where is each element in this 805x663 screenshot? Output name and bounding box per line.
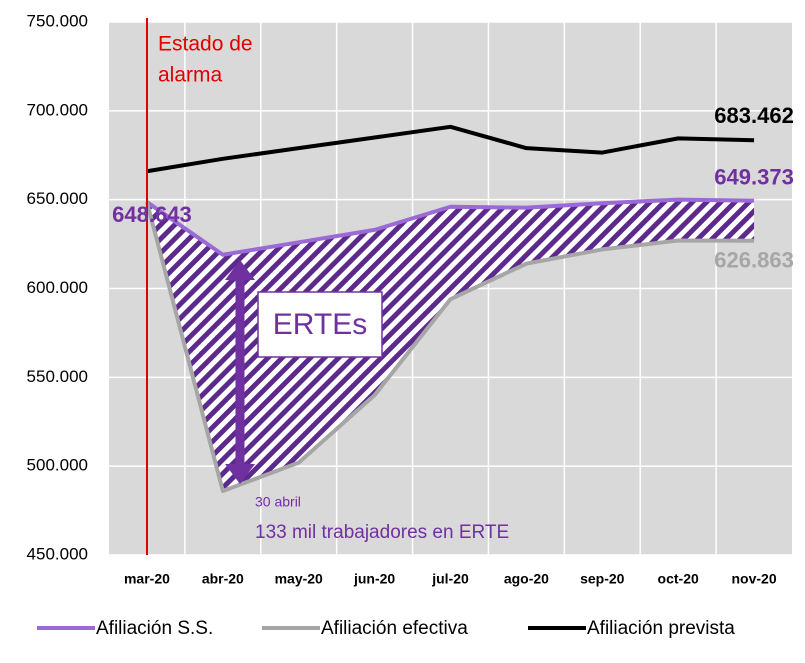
legend-label: Afiliación efectiva: [321, 618, 468, 639]
erte-label: ERTEs: [273, 308, 367, 341]
y-tick-label: 500.000: [27, 456, 88, 475]
x-tick-label: abr-20: [202, 571, 244, 587]
x-tick-label: jun-20: [353, 571, 395, 587]
x-tick-label: nov-20: [731, 571, 776, 587]
y-tick-label: 650.000: [27, 189, 88, 208]
x-tick-label: may-20: [275, 571, 323, 587]
annotation-note: 133 mil trabajadores en ERTE: [255, 522, 509, 543]
legend-label: Afiliación S.S.: [96, 618, 213, 639]
y-tick-label: 750.000: [27, 11, 88, 30]
series-line: [145, 201, 755, 494]
y-tick-label: 450.000: [27, 544, 88, 563]
event-label: Estado de: [158, 33, 253, 56]
y-tick-label: 600.000: [27, 278, 88, 297]
value-label: 649.373: [714, 165, 794, 190]
x-tick-label: mar-20: [124, 571, 170, 587]
event-label: alarma: [158, 64, 223, 87]
erte-arrow: [225, 260, 255, 484]
erte-area: [146, 199, 755, 492]
y-tick-label: 700.000: [27, 100, 88, 119]
x-tick-label: ago-20: [504, 571, 549, 587]
value-label: 626.863: [714, 248, 794, 273]
series-line: [145, 197, 755, 257]
erte-box: [257, 291, 383, 358]
x-tick-label: oct-20: [658, 571, 699, 587]
x-tick-label: jul-20: [431, 571, 469, 587]
y-tick-label: 550.000: [27, 367, 88, 386]
series-line: [146, 124, 755, 174]
x-tick-label: sep-20: [580, 571, 625, 587]
annotation-date: 30 abril: [255, 494, 301, 510]
legend-label: Afiliación prevista: [587, 618, 735, 639]
value-label: 648.643: [112, 202, 192, 227]
value-label: 683.462: [714, 103, 794, 128]
